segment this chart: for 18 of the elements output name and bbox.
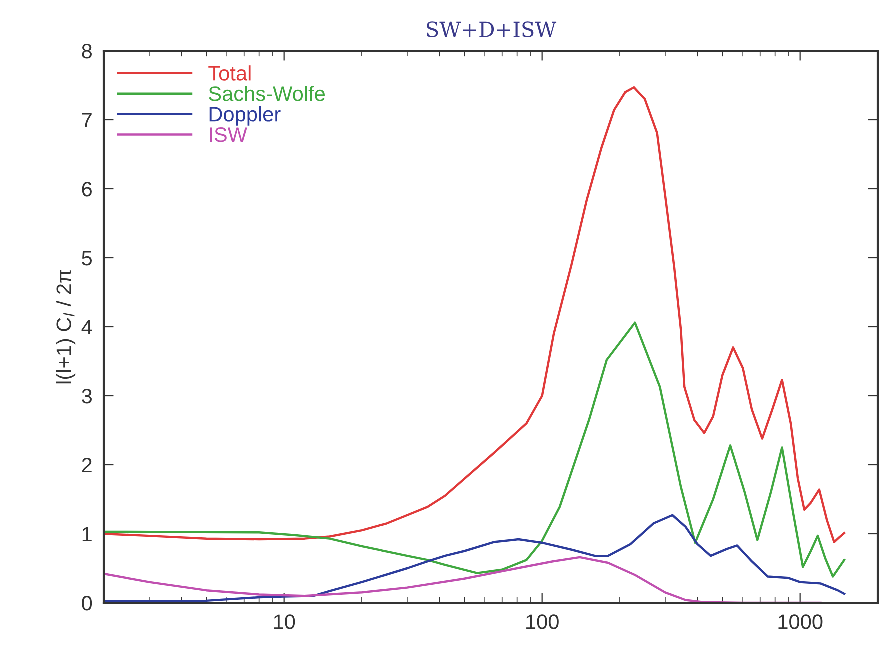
legend-label: Total <box>208 66 251 81</box>
y-tick-label: 0 <box>82 596 92 611</box>
legend-label: Doppler <box>210 106 281 126</box>
y-tick-label: 8 <box>82 44 92 59</box>
y-tick-label: 1 <box>82 527 92 542</box>
chart-title: SW+D+ISW <box>427 22 557 38</box>
x-tick-label: 1000 <box>778 614 823 630</box>
y-tick-label: 3 <box>82 389 92 404</box>
y-tick-label: 2 <box>82 458 92 473</box>
x-tick-label: 100 <box>526 614 559 630</box>
y-tick-label: 6 <box>82 182 92 197</box>
legend-label: ISW <box>210 128 248 142</box>
x-tick-label: 10 <box>274 614 296 630</box>
y-tick-label: 4 <box>82 320 92 335</box>
y-tick-label: 5 <box>82 251 92 266</box>
y-tick-label: 7 <box>82 113 92 128</box>
legend-label: Sachs-Wolfe <box>209 86 325 102</box>
y-axis-title: l(l+1) C$_{l}$ / 2π <box>56 270 76 384</box>
